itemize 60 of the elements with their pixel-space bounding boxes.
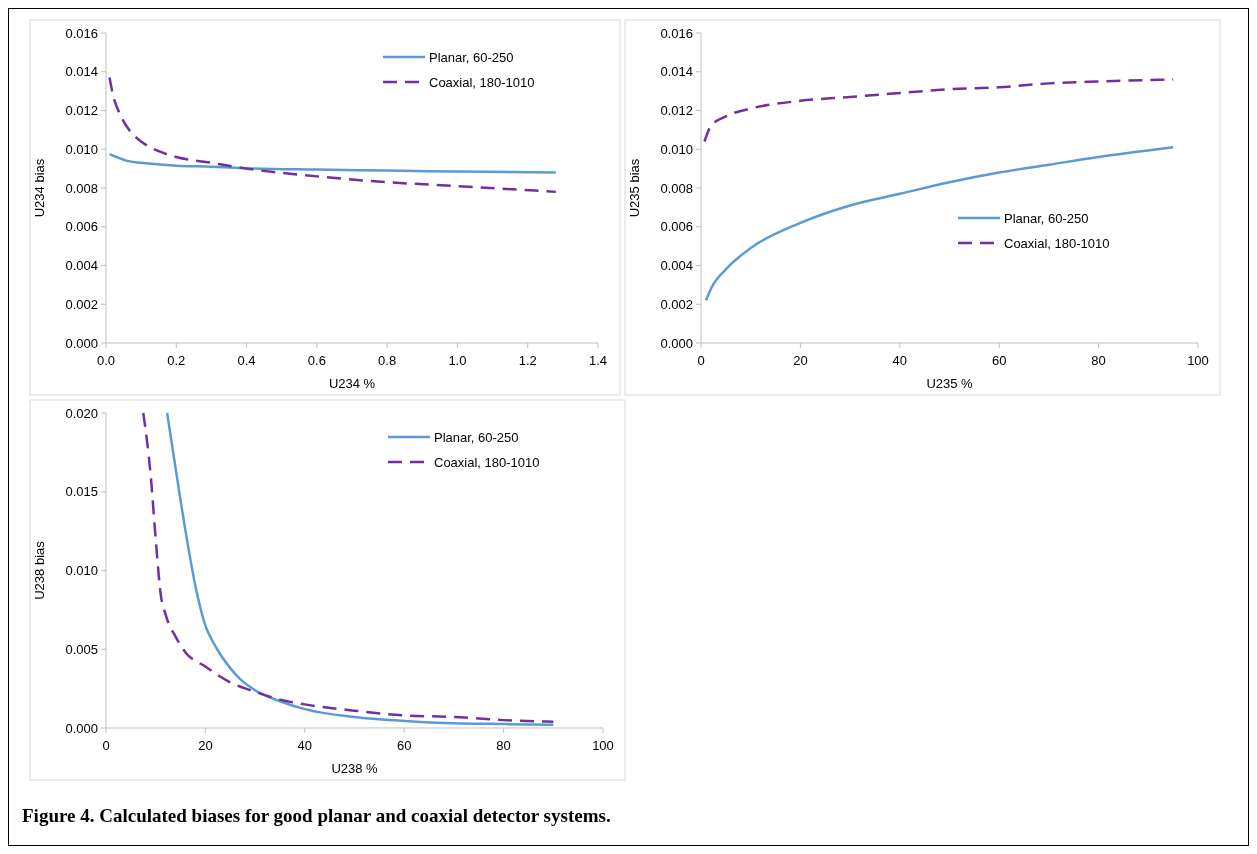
x-tick-label: 1.2	[518, 353, 537, 368]
y-tick-label: 0.012	[660, 103, 693, 118]
y-tick-label: 0.015	[65, 484, 98, 500]
y-axis-title: U235 bias	[627, 158, 642, 218]
x-tick-label: 60	[991, 353, 1007, 368]
y-tick-label: 0.004	[65, 258, 98, 273]
y-tick-label: 0.000	[660, 335, 693, 351]
y-tick-label: 0.006	[660, 219, 693, 235]
x-axis-title: U238 %	[331, 761, 379, 776]
y-tick-label: 0.004	[660, 258, 693, 273]
y-tick-label: 0.014	[65, 64, 98, 80]
legend-label: Planar, 60-250	[1004, 210, 1089, 226]
legend-label: Coaxial, 180-1010	[429, 74, 535, 90]
legend-label: Coaxial, 180-1010	[1004, 235, 1110, 251]
y-tick-label: 0.005	[65, 641, 98, 657]
y-tick-label: 0.016	[660, 25, 693, 41]
x-tick-label: 40	[892, 353, 908, 368]
y-axis-title: U234 bias	[32, 158, 47, 218]
x-tick-label: 40	[297, 738, 313, 753]
y-tick-label: 0.020	[65, 405, 98, 421]
y-axis-title: U238 bias	[32, 540, 47, 600]
legend-label: Planar, 60-250	[429, 49, 514, 65]
x-tick-label: 0.0	[96, 353, 116, 368]
y-tick-label: 0.000	[65, 720, 98, 736]
x-tick-label: 0.8	[378, 353, 397, 368]
y-tick-label: 0.006	[65, 219, 98, 235]
x-tick-label: 0.6	[307, 353, 326, 368]
x-tick-label: 100	[592, 738, 614, 753]
x-tick-label: 20	[793, 353, 808, 368]
x-tick-label: 80	[1091, 353, 1106, 368]
x-tick-label: 0	[697, 353, 705, 368]
y-tick-label: 0.010	[660, 141, 693, 157]
y-tick-label: 0.014	[660, 64, 693, 80]
line-series	[108, 152, 558, 174]
y-tick-label: 0.002	[65, 296, 98, 312]
x-tick-label: 0.2	[167, 353, 186, 368]
y-tick-label: 0.010	[65, 141, 98, 157]
x-tick-label: 0	[102, 738, 110, 753]
legend-label: Planar, 60-250	[434, 429, 519, 445]
legend-label: Coaxial, 180-1010	[434, 454, 540, 470]
line-series	[108, 76, 558, 194]
x-axis-title: U234 %	[328, 376, 376, 391]
x-tick-label: 0.4	[237, 353, 256, 368]
x-tick-label: 80	[496, 738, 511, 753]
y-tick-label: 0.016	[65, 25, 98, 41]
y-tick-label: 0.000	[65, 335, 98, 351]
x-tick-label: 1.4	[588, 353, 608, 368]
x-tick-label: 1.0	[448, 353, 467, 368]
y-tick-label: 0.002	[660, 296, 693, 312]
y-tick-label: 0.008	[65, 180, 98, 196]
y-tick-label: 0.010	[65, 563, 98, 578]
line-series	[704, 146, 1175, 302]
y-tick-label: 0.008	[660, 180, 693, 196]
y-tick-label: 0.012	[65, 103, 98, 118]
x-axis-title: U235 %	[926, 376, 974, 391]
x-tick-label: 20	[198, 738, 213, 753]
caption: Figure 4. Calculated biases for good planar and coaxial detector systems.	[22, 805, 611, 826]
line-series	[703, 78, 1175, 143]
x-tick-label: 100	[1187, 353, 1209, 368]
x-tick-label: 60	[396, 738, 412, 753]
